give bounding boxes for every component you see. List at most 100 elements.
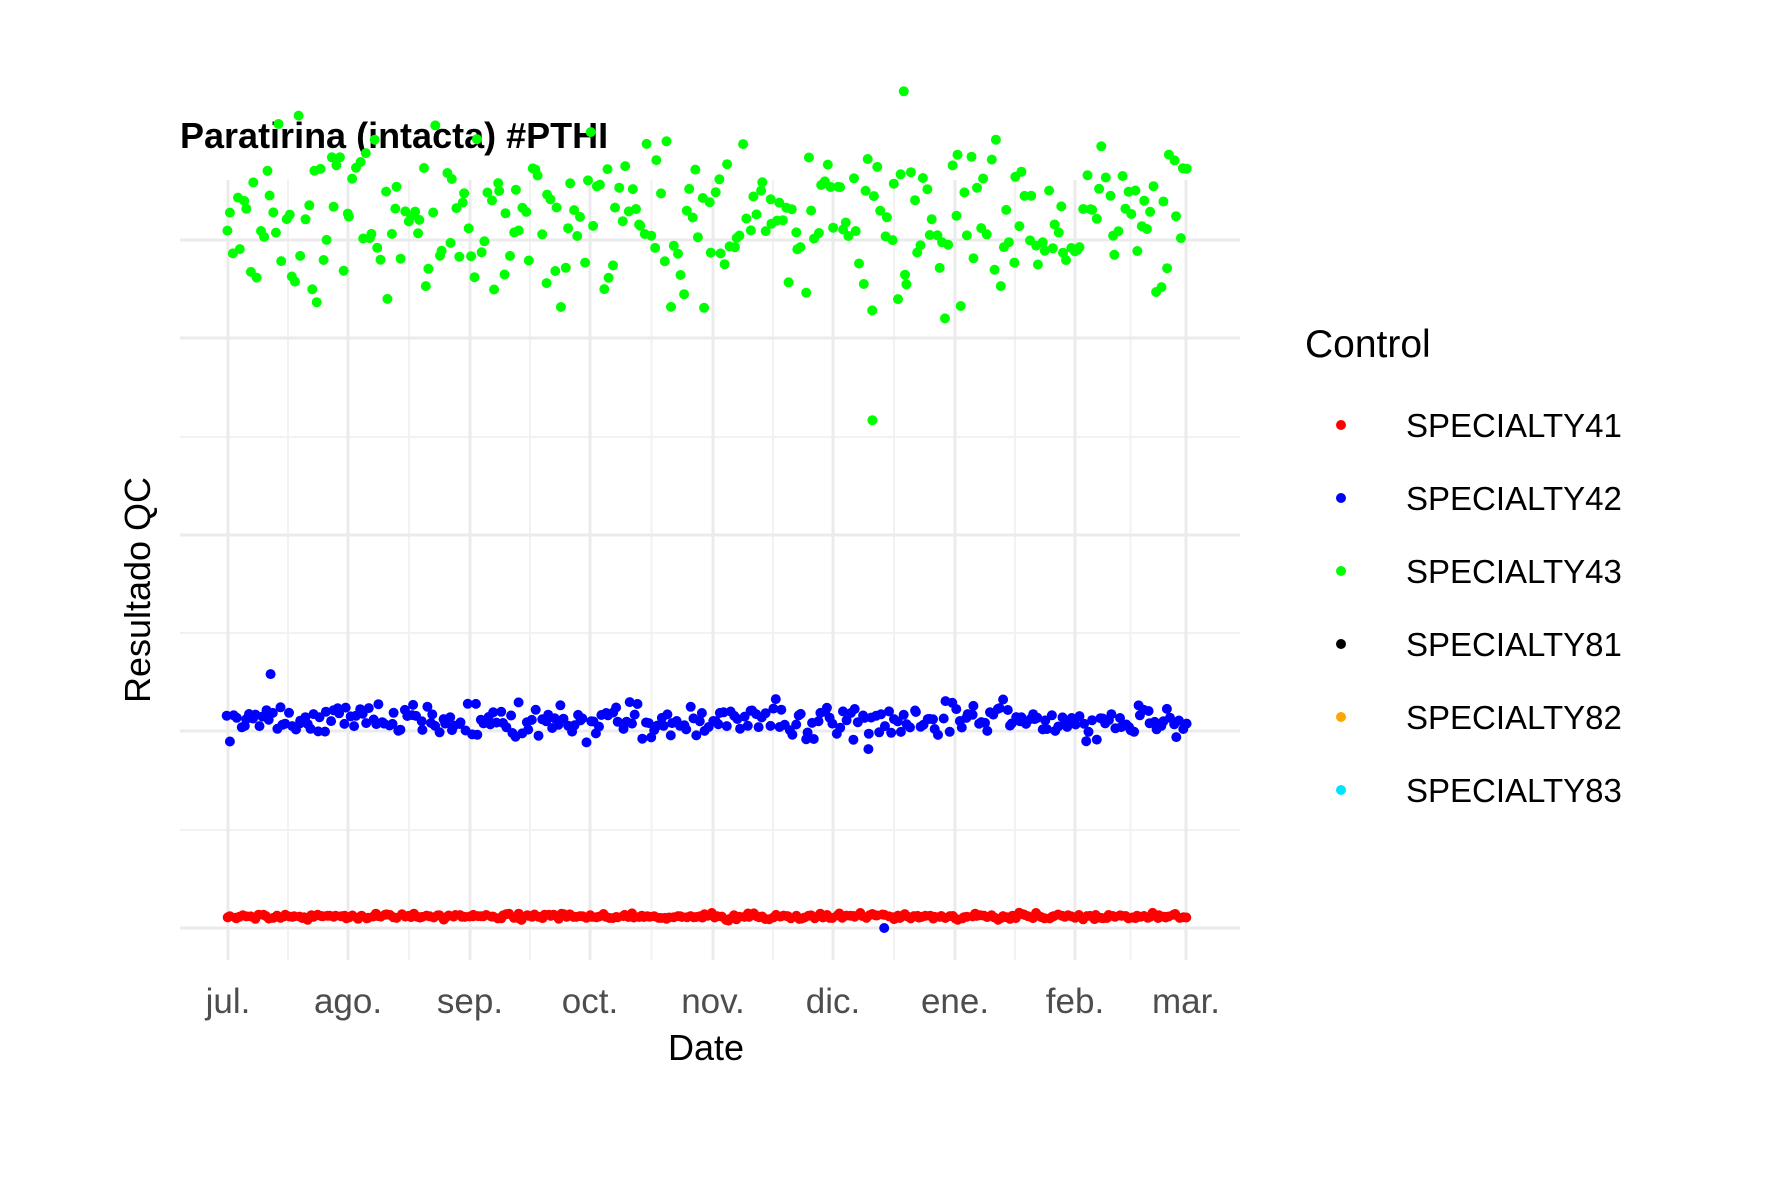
point-specialty43 (347, 173, 358, 184)
point-specialty42 (417, 724, 428, 735)
point-specialty42 (496, 706, 507, 717)
point-specialty43 (563, 223, 574, 234)
point-specialty43 (523, 255, 534, 266)
point-specialty43 (765, 194, 776, 205)
point-specialty43 (572, 231, 583, 241)
point-specialty43 (366, 228, 377, 239)
point-specialty43 (1181, 163, 1192, 174)
point-specialty43 (690, 164, 701, 175)
point-specialty42 (530, 704, 541, 715)
point-specialty43 (943, 239, 954, 250)
point-specialty43 (1169, 155, 1180, 166)
point-specialty43 (510, 184, 521, 195)
point-specialty43 (1145, 206, 1156, 217)
point-specialty43 (783, 277, 794, 288)
point-specialty42 (363, 703, 374, 714)
point-specialty43 (1156, 282, 1167, 293)
point-specialty43 (457, 197, 468, 208)
point-specialty42 (632, 699, 643, 709)
point-specialty43 (862, 154, 873, 164)
x-tick-label: nov. (681, 982, 745, 1021)
point-specialty42 (629, 709, 640, 720)
point-specialty42 (1143, 706, 1154, 716)
point-specialty43 (414, 214, 425, 225)
point-specialty43 (968, 253, 979, 264)
point-specialty43 (610, 202, 620, 213)
point-specialty42 (1181, 718, 1192, 729)
point-specialty42 (681, 724, 692, 735)
point-specialty43 (328, 201, 339, 212)
point-specialty43 (791, 227, 802, 238)
point-specialty43 (986, 154, 997, 165)
point-specialty43 (867, 305, 878, 316)
point-specialty42 (848, 734, 859, 745)
point-specialty42 (472, 729, 483, 740)
point-specialty42 (611, 702, 622, 713)
point-specialty43 (795, 242, 806, 253)
point-specialty43 (423, 263, 434, 274)
point-specialty43 (614, 182, 625, 193)
point-specialty43 (268, 207, 279, 218)
point-specialty43 (1039, 245, 1050, 256)
point-specialty43 (395, 253, 406, 264)
point-specialty42 (470, 698, 481, 709)
point-specialty43 (955, 301, 966, 311)
x-tick-label: jul. (205, 982, 251, 1021)
point-specialty42 (1115, 713, 1125, 723)
point-specialty42 (340, 702, 351, 713)
point-specialty42 (770, 694, 781, 705)
point-specialty42 (968, 700, 979, 711)
point-specialty43 (972, 182, 982, 193)
point-specialty42 (982, 725, 993, 736)
point-specialty42 (267, 707, 278, 718)
point-specialty43 (828, 222, 839, 233)
point-specialty43 (679, 289, 690, 300)
point-specialty43 (343, 211, 354, 222)
point-specialty43 (966, 151, 977, 162)
legend-key-specialty43 (1336, 566, 1346, 576)
point-specialty43 (489, 284, 500, 295)
point-specialty43 (1061, 255, 1071, 266)
point-specialty42 (808, 734, 819, 744)
point-specialty42 (422, 701, 433, 712)
point-specialty43 (1113, 226, 1124, 237)
point-specialty42 (827, 718, 838, 729)
point-specialty43 (995, 281, 1006, 292)
point-specialty43 (898, 86, 909, 97)
point-specialty43 (355, 157, 366, 167)
point-specialty43 (262, 165, 273, 176)
legend-label-specialty43: SPECIALTY43 (1406, 553, 1622, 590)
y-axis-title: Resultado QC (117, 477, 158, 703)
point-specialty43 (617, 216, 628, 227)
point-specialty43 (692, 232, 703, 243)
point-specialty43 (777, 215, 788, 226)
point-specialty42 (905, 722, 915, 733)
point-specialty43 (222, 225, 233, 236)
point-specialty42 (713, 719, 724, 730)
point-specialty42 (753, 722, 764, 733)
point-specialty42 (254, 721, 265, 732)
point-specialty43 (304, 200, 315, 211)
point-specialty42 (694, 716, 705, 727)
point-specialty43 (803, 152, 814, 163)
x-tick-label: mar. (1152, 982, 1220, 1021)
point-specialty42 (284, 707, 294, 718)
x-tick-label: ago. (314, 982, 382, 1021)
point-specialty43 (224, 207, 235, 218)
point-specialty43 (741, 213, 752, 224)
point-specialty43 (1053, 227, 1064, 238)
point-specialty41 (1181, 912, 1192, 923)
point-specialty43 (1130, 185, 1141, 196)
legend-title: Control (1305, 323, 1431, 366)
point-specialty43 (849, 173, 859, 184)
x-tick-label: oct. (562, 982, 618, 1021)
point-specialty43 (307, 284, 318, 295)
point-specialty42 (898, 709, 909, 720)
point-specialty43 (1001, 204, 1012, 215)
point-specialty43 (575, 211, 585, 222)
point-specialty43 (315, 163, 326, 174)
point-specialty43 (463, 223, 474, 234)
point-specialty43 (569, 205, 580, 216)
point-specialty43 (840, 217, 851, 228)
